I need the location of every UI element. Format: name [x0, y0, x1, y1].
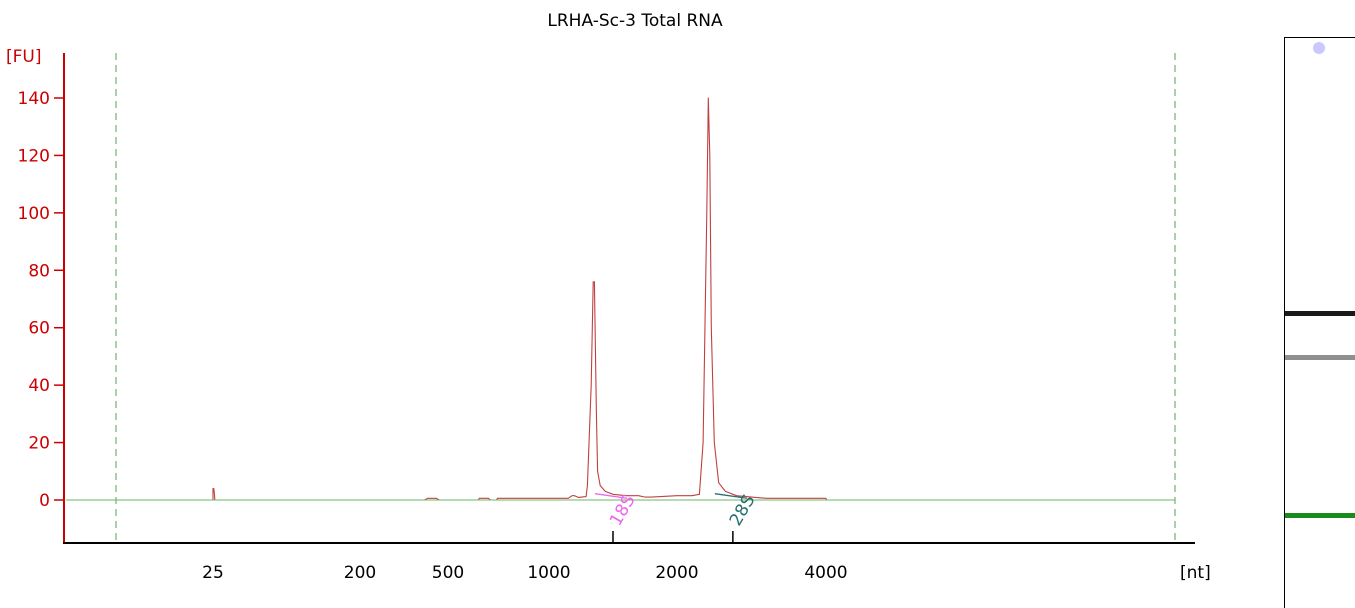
ladder-dot-icon	[1313, 42, 1325, 54]
x-tick-label-4000: 4000	[804, 563, 847, 583]
y-tick-label-0: 0	[39, 491, 50, 511]
x-tick-label-200: 200	[344, 563, 376, 583]
peak-baseline-18s	[594, 493, 628, 499]
peak-baseline-28s	[714, 493, 747, 499]
y-tick-label-20: 20	[28, 434, 50, 454]
x-tick-label-25: 25	[202, 563, 224, 583]
y-tick-label-40: 40	[28, 376, 50, 396]
gel-band-1	[1285, 355, 1355, 361]
y-tick-label-80: 80	[28, 261, 50, 281]
gel-band-2	[1285, 512, 1355, 518]
gel-band-0	[1285, 310, 1355, 316]
y-tick-label-140: 140	[18, 89, 50, 109]
y-axis-label: [FU]	[6, 47, 42, 67]
x-axis-label: [nt]	[1180, 563, 1211, 583]
chart-title: LRHA-Sc-3 Total RNA	[547, 11, 723, 31]
x-tick-label-1000: 1000	[527, 563, 570, 583]
x-tick-label-2000: 2000	[655, 563, 698, 583]
y-tick-label-120: 120	[18, 146, 50, 166]
peak-label-18s: 18S	[606, 491, 640, 529]
gel-image	[1284, 37, 1355, 608]
electropherogram-chart: LRHA-Sc-3 Total RNA [FU] [nt] 0 20 40 60 80 1…	[6, 11, 1211, 583]
y-tick-label-60: 60	[28, 319, 50, 339]
y-tick-label-100: 100	[18, 204, 50, 224]
x-tick-label-500: 500	[432, 563, 464, 583]
series-line-0	[212, 97, 943, 501]
